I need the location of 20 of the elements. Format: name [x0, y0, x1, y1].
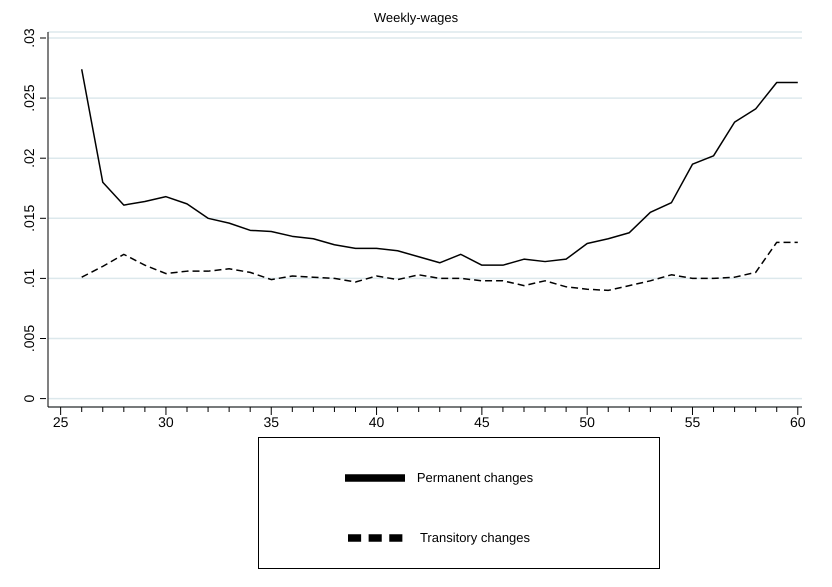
- x-tick-label: 50: [579, 414, 596, 430]
- x-tick-label: 25: [52, 414, 69, 430]
- line-series: [80, 242, 799, 292]
- legend-label: Permanent changes: [416, 470, 534, 486]
- y-tick-label: .015: [21, 204, 37, 232]
- x-tick-label: 40: [368, 414, 385, 430]
- x-tick-label: 30: [158, 414, 174, 430]
- legend-label: Transitory changes: [420, 530, 530, 546]
- x-tick-label: 35: [263, 414, 280, 430]
- y-tick-label: .005: [21, 324, 37, 352]
- y-tick-label: .02: [21, 148, 37, 168]
- y-tick-label: .025: [21, 84, 37, 112]
- x-tick-label: 45: [474, 414, 490, 430]
- chart-title: Weekly-wages: [374, 10, 459, 25]
- line-series: [80, 68, 799, 266]
- y-tick-label: .01: [21, 268, 37, 288]
- y-tick-label: 0: [21, 394, 37, 402]
- x-tick-label: 55: [684, 414, 700, 430]
- y-tick-label: .03: [21, 28, 37, 48]
- x-tick-label: 60: [790, 414, 806, 430]
